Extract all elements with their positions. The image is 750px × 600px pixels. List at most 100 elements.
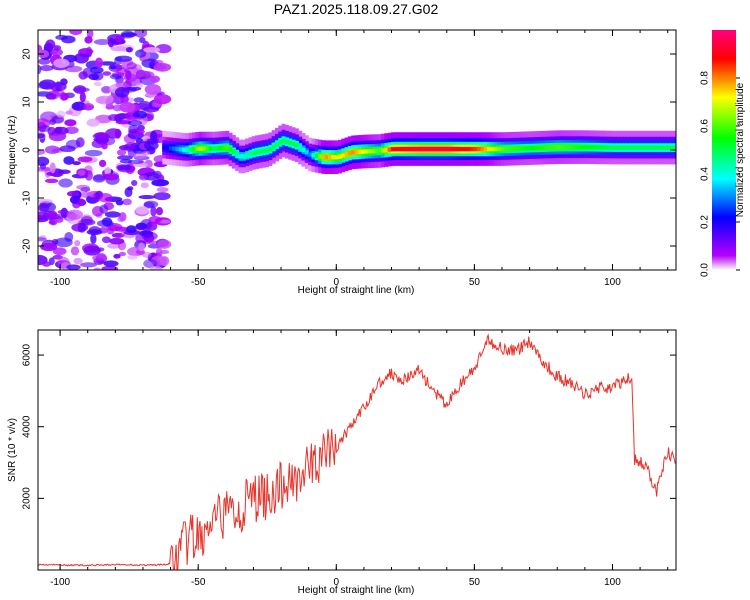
spectrogram-ridge-cell	[248, 151, 253, 157]
spectrogram-noise-cell	[77, 222, 87, 233]
spectrogram-noise-cell	[48, 220, 56, 225]
colorbar-tick-label: 0.2	[700, 215, 711, 229]
spectrogram-ridge-cell	[470, 146, 475, 152]
spectrogram-noise-cell	[134, 30, 148, 38]
spectrogram-ridge-cell	[328, 155, 332, 160]
spectrogram-ridge-cell	[271, 144, 276, 150]
spectrogram-ridge-cell	[424, 146, 429, 152]
spectrogram-noise-cell	[82, 67, 93, 78]
spectrogram-ridge-cell	[546, 145, 551, 150]
spectrogram-ridge-cell	[536, 145, 541, 150]
spectrogram-ridge-cell	[291, 141, 296, 147]
snr-y-tick-label: 4000	[22, 415, 33, 438]
spectrogram-noise-cell	[104, 211, 121, 218]
spectrogram-ridge-cell	[510, 146, 515, 151]
spectrogram-ridge-cell	[626, 145, 631, 150]
spectrogram-noise-cell	[84, 170, 93, 181]
spectrogram-noise-cell	[133, 97, 145, 103]
spectrogram-ridge-cell	[599, 145, 604, 150]
spectrogram-noise-cell	[38, 133, 46, 139]
spectrogram-ridge-cell	[576, 144, 581, 150]
spectrogram-noise-cell	[101, 85, 112, 94]
spectrogram-ridge-cell	[371, 149, 376, 154]
spectrogram-ridge-cell	[550, 145, 555, 150]
spectrogram-noise-cell	[115, 120, 132, 125]
spectrogram-ridge-cell	[298, 145, 303, 150]
spectrogram-noise-cell	[143, 259, 158, 269]
spectrogram-ridge-cell	[294, 143, 299, 148]
spectrogram-noise-cell	[125, 86, 142, 91]
spectrogram-ridge-cell	[384, 147, 389, 153]
spectrogram-ridge-cell	[168, 146, 173, 151]
spectrogram-ridge-cell	[357, 149, 362, 155]
spectrogram-noise-cell	[128, 124, 139, 134]
spectrogram-noise-cell	[143, 46, 161, 53]
spectrogram-noise-cell	[127, 159, 144, 165]
snr-x-tick-label: 0	[334, 577, 340, 588]
spectrogram-noise-cell	[102, 173, 119, 181]
spectrogram-noise-cell	[78, 48, 94, 55]
spectrogram-ridge-cell	[361, 149, 366, 154]
snr-panel: -100 -50 0 50 100 2000 4000 6000 Height of stra…	[7, 329, 677, 596]
spectrogram-ridge-cell	[500, 146, 505, 152]
spectrogram-ridge-cell	[165, 145, 170, 151]
spectrogram-noise-cell	[103, 260, 119, 267]
spectrogram-ridge-cell	[228, 147, 233, 152]
spectrogram-noise-cell	[70, 246, 80, 256]
spectrogram-noise-cell	[49, 162, 56, 174]
spectrogram-x-tick-label: -100	[50, 277, 70, 288]
spectrogram-noise-cell	[77, 169, 87, 176]
spectrogram-ridge-cell	[556, 144, 561, 150]
spectrogram-ridge-cell	[337, 154, 342, 159]
spectrogram-ridge-cell	[367, 149, 372, 154]
spectrogram-ridge-cell	[566, 144, 571, 150]
spectrogram-noise-cell	[48, 130, 67, 142]
spectrogram-ridge-cell	[434, 146, 439, 152]
spectrogram-ridge-cell	[215, 146, 220, 151]
spectrogram-noise-cell	[114, 55, 133, 62]
spectrogram-noise-cell	[105, 128, 122, 139]
spectrogram-noise-cell	[116, 164, 132, 171]
spectrogram-noise-cell	[99, 204, 109, 214]
spectrogram-noise-cell	[40, 242, 58, 252]
snr-x-tick-label: -50	[191, 577, 206, 588]
spectrogram-ridge-cell	[444, 146, 448, 152]
spectrogram-x-tick-label: 50	[469, 277, 481, 288]
spectrogram-ridge-cell	[268, 147, 273, 152]
spectrogram-ridge-cell	[629, 145, 634, 150]
spectrogram-noise-cell	[49, 48, 63, 57]
spectrogram-ridge-cell	[261, 148, 266, 154]
spectrogram-ridge-cell	[321, 154, 326, 160]
spectrogram-ridge-cell	[318, 154, 323, 159]
spectrogram-ridge-cell	[593, 145, 598, 150]
spectrogram-noise-cell	[93, 39, 111, 46]
spectrogram-ridge-cell	[238, 154, 243, 159]
spectrogram-ridge-cell	[251, 150, 256, 156]
spectrogram-ridge-cell	[669, 145, 674, 150]
spectrogram-noise-cell	[86, 229, 103, 236]
spectrogram-noise-cell	[102, 71, 112, 76]
spectrogram-noise-cell	[131, 179, 138, 187]
spectrogram-ridge-cell	[334, 155, 339, 160]
spectrogram-noise-cell	[150, 75, 161, 83]
spectrogram-noise-cell	[98, 159, 107, 168]
spectrogram-ridge-cell	[265, 148, 270, 153]
spectrogram-noise-cell	[118, 145, 131, 151]
spectrogram-noise-cell	[39, 64, 54, 72]
spectrogram-noise-cell	[102, 236, 111, 244]
spectrogram-ridge-cell	[381, 148, 386, 153]
spectrogram-noise-cell	[140, 182, 149, 189]
spectrogram-ridge-cell	[606, 145, 611, 150]
spectrogram-ridge-cell	[308, 152, 313, 157]
spectrogram-noise-cell	[46, 171, 62, 177]
spectrogram-noise-cell	[77, 156, 93, 163]
spectrogram-noise-cell	[126, 116, 142, 122]
spectrogram-noise-cell	[38, 198, 53, 204]
spectrogram-ridge-cell	[487, 146, 492, 152]
spectrogram-noise-cell	[135, 69, 146, 80]
spectrogram-ridge-cell	[430, 146, 435, 152]
spectrogram-ridge-cell	[553, 145, 558, 150]
spectrogram-noise-cell	[139, 174, 148, 180]
spectrogram-noise-cell	[46, 90, 60, 100]
spectrogram-ridge-cell	[404, 146, 409, 152]
